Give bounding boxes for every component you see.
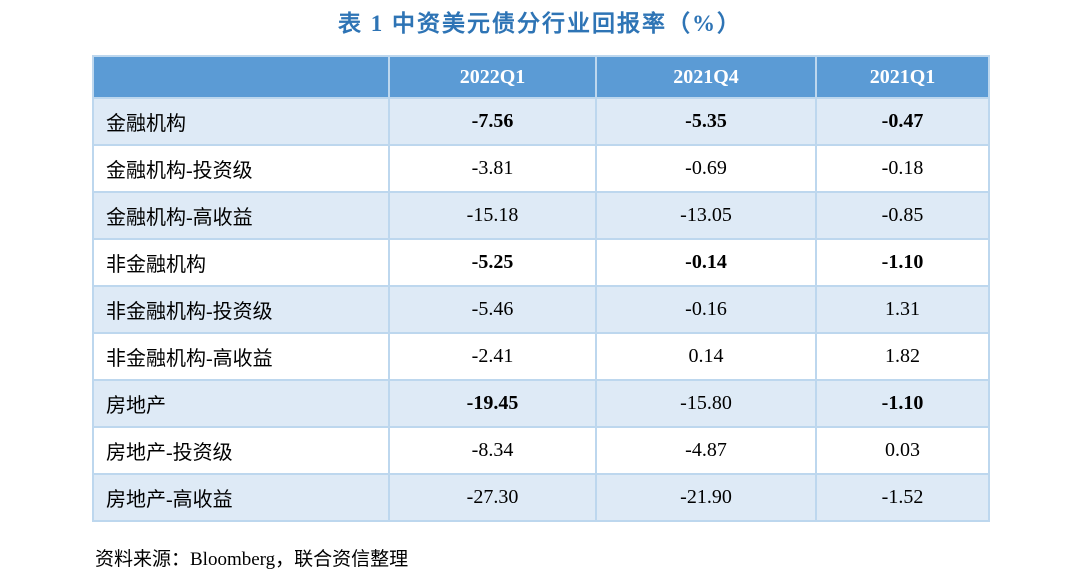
value-cell: -19.45 bbox=[388, 379, 597, 428]
table-row: 房地产-高收益 -27.30 -21.90 -1.52 bbox=[92, 473, 990, 522]
table-row: 非金融机构-投资级 -5.46 -0.16 1.31 bbox=[92, 285, 990, 334]
row-label: 非金融机构 bbox=[92, 238, 390, 287]
value-cell: -3.81 bbox=[388, 144, 597, 193]
value-cell: -1.10 bbox=[815, 379, 990, 428]
table-row: 金融机构-投资级 -3.81 -0.69 -0.18 bbox=[92, 144, 990, 193]
row-label: 非金融机构-高收益 bbox=[92, 332, 390, 381]
value-cell: -5.35 bbox=[595, 97, 817, 146]
value-cell: -13.05 bbox=[595, 191, 817, 240]
value-cell: -0.69 bbox=[595, 144, 817, 193]
source-note: 资料来源：Bloomberg，联合资信整理 bbox=[95, 549, 409, 570]
table-row: 非金融机构-高收益 -2.41 0.14 1.82 bbox=[92, 332, 990, 381]
value-cell: -5.25 bbox=[388, 238, 597, 287]
value-cell: 1.82 bbox=[815, 332, 990, 381]
value-cell: -15.80 bbox=[595, 379, 817, 428]
value-cell: -1.10 bbox=[815, 238, 990, 287]
row-label: 金融机构-高收益 bbox=[92, 191, 390, 240]
row-label: 房地产-投资级 bbox=[92, 426, 390, 475]
value-cell: 0.14 bbox=[595, 332, 817, 381]
value-cell: -27.30 bbox=[388, 473, 597, 522]
value-cell: -5.46 bbox=[388, 285, 597, 334]
value-cell: -0.14 bbox=[595, 238, 817, 287]
value-cell: 1.31 bbox=[815, 285, 990, 334]
header-row: 2022Q1 2021Q4 2021Q1 bbox=[92, 55, 990, 99]
table-row: 金融机构 -7.56 -5.35 -0.47 bbox=[92, 97, 990, 146]
value-cell: 0.03 bbox=[815, 426, 990, 475]
table-row: 房地产 -19.45 -15.80 -1.10 bbox=[92, 379, 990, 428]
value-cell: -21.90 bbox=[595, 473, 817, 522]
header-cell-category bbox=[92, 55, 390, 99]
value-cell: -15.18 bbox=[388, 191, 597, 240]
row-label: 房地产 bbox=[92, 379, 390, 428]
header-cell-2021q1: 2021Q1 bbox=[815, 55, 990, 99]
value-cell: -0.16 bbox=[595, 285, 817, 334]
header-cell-2021q4: 2021Q4 bbox=[595, 55, 817, 99]
header-cell-2022q1: 2022Q1 bbox=[388, 55, 597, 99]
row-label: 金融机构-投资级 bbox=[92, 144, 390, 193]
value-cell: -4.87 bbox=[595, 426, 817, 475]
value-cell: -8.34 bbox=[388, 426, 597, 475]
table-row: 非金融机构 -5.25 -0.14 -1.10 bbox=[92, 238, 990, 287]
row-label: 金融机构 bbox=[92, 97, 390, 146]
row-label: 房地产-高收益 bbox=[92, 473, 390, 522]
value-cell: -0.85 bbox=[815, 191, 990, 240]
table-row: 金融机构-高收益 -15.18 -13.05 -0.85 bbox=[92, 191, 990, 240]
table-row: 房地产-投资级 -8.34 -4.87 0.03 bbox=[92, 426, 990, 475]
value-cell: -0.18 bbox=[815, 144, 990, 193]
table-title: 表 1 中资美元债分行业回报率（%） bbox=[338, 11, 742, 36]
row-label: 非金融机构-投资级 bbox=[92, 285, 390, 334]
sector-returns-table: 2022Q1 2021Q4 2021Q1 金融机构 -7.56 -5.35 -0.47… bbox=[92, 55, 990, 522]
value-cell: -1.52 bbox=[815, 473, 990, 522]
value-cell: -0.47 bbox=[815, 97, 990, 146]
value-cell: -7.56 bbox=[388, 97, 597, 146]
value-cell: -2.41 bbox=[388, 332, 597, 381]
